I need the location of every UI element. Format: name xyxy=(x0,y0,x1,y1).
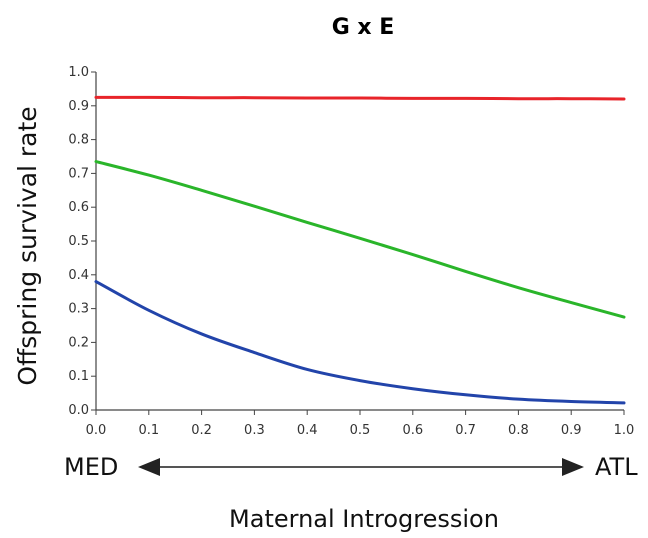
series-line-blue xyxy=(94,280,626,405)
y-tick-label: 0.0 xyxy=(68,403,89,418)
x-tick-label: 0.1 xyxy=(138,423,159,438)
x-axis-label: Maternal Introgression xyxy=(229,505,499,533)
y-tick-label: 0.1 xyxy=(68,369,89,384)
y-tick-label: 0.5 xyxy=(68,234,89,249)
x-tick-label: 0.3 xyxy=(244,423,265,438)
series-lines xyxy=(94,95,626,405)
chart-title: G x E xyxy=(332,15,395,40)
axes xyxy=(95,72,624,411)
x-tick-label: 0.4 xyxy=(297,423,318,438)
y-axis-ticks: 0.0 0.1 0.2 0.3 0.4 0.5 0.6 0.7 0.8 0.9 1.0 xyxy=(68,65,96,418)
x-tick-label: 0.9 xyxy=(561,423,582,438)
x-tick-label: 1.0 xyxy=(614,423,635,438)
arrow-head-left xyxy=(138,458,160,476)
x-tick-label: 0.2 xyxy=(191,423,212,438)
y-axis-label: Offspring survival rate xyxy=(13,106,42,385)
annotation-atl: ATL xyxy=(595,453,638,481)
annotation-med: MED xyxy=(64,453,118,481)
arrow-head-right xyxy=(562,458,584,476)
y-tick-label: 0.9 xyxy=(68,99,89,114)
x-tick-label: 0.0 xyxy=(86,423,107,438)
x-axis-ticks: 0.0 0.1 0.2 0.3 0.4 0.5 0.6 0.7 0.8 0.9 1.0 xyxy=(86,410,635,438)
x-tick-label: 0.7 xyxy=(455,423,476,438)
y-tick-label: 0.4 xyxy=(68,268,89,283)
y-tick-label: 0.2 xyxy=(68,335,89,350)
x-tick-label: 0.8 xyxy=(508,423,529,438)
series-line-green xyxy=(94,160,626,319)
y-tick-label: 0.3 xyxy=(68,302,89,317)
x-tick-label: 0.5 xyxy=(350,423,371,438)
direction-arrow: MED ATL xyxy=(64,453,638,481)
y-tick-label: 0.6 xyxy=(68,200,89,215)
x-tick-label: 0.6 xyxy=(402,423,423,438)
y-tick-label: 0.7 xyxy=(68,166,89,181)
series-line-red xyxy=(94,95,626,101)
y-tick-label: 0.8 xyxy=(68,133,89,148)
y-tick-label: 1.0 xyxy=(68,65,89,80)
